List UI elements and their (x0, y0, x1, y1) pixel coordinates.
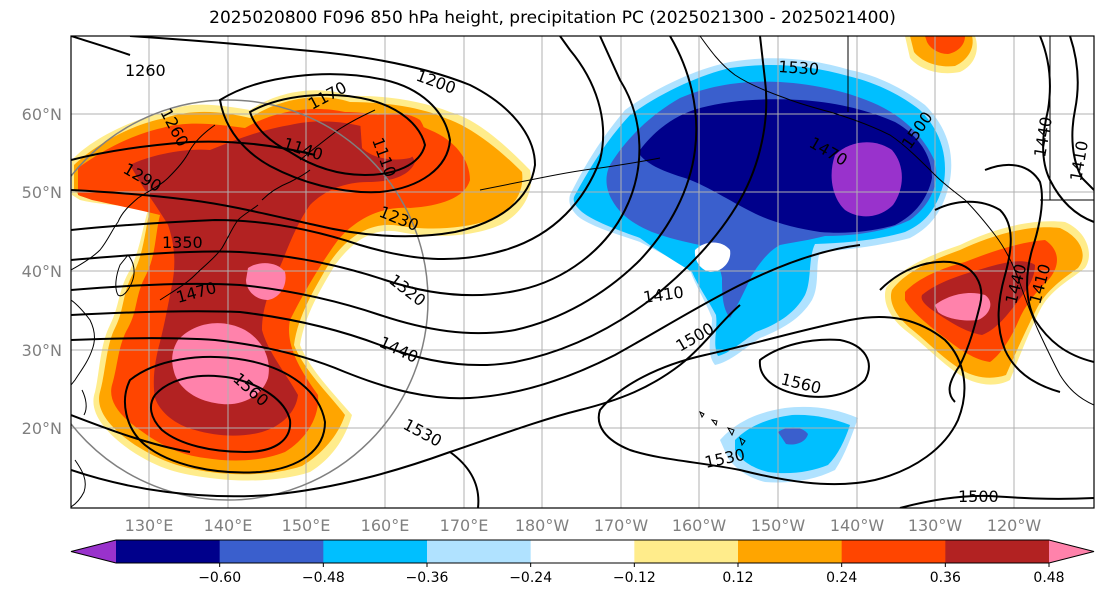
lon-label: 150°W (751, 516, 806, 535)
colorbar-outline (70, 539, 1095, 564)
colorbar-bin (219, 540, 324, 563)
lon-label: 180°W (515, 516, 570, 535)
precip-anomaly-hawaii-negative (720, 406, 858, 483)
colorbar-bin (427, 540, 532, 563)
precip-anomaly-northeast (905, 36, 977, 74)
precip-anomaly-north-pacific-negative (569, 58, 952, 366)
colorbar-tick-label: 0.12 (722, 570, 753, 586)
colorbar-tick-label: −0.48 (302, 570, 345, 586)
distance-ring (71, 99, 429, 501)
lon-label: 160°E (361, 516, 410, 535)
lon-label: 140°W (830, 516, 885, 535)
colorbar-tick-label: −0.24 (509, 570, 552, 586)
lat-label: 60°N (22, 105, 62, 124)
map-title: 2025020800 F096 850 hPa height, precipit… (209, 8, 896, 28)
lat-label: 50°N (22, 183, 62, 202)
lon-label: 150°E (282, 516, 331, 535)
colorbar-bin (323, 540, 428, 563)
colorbar-tick-label: −0.60 (198, 570, 241, 586)
colorbar-tick-label: 0.48 (1033, 570, 1064, 586)
lon-label: 170°W (594, 516, 649, 535)
colorbar-extend-high (1049, 540, 1094, 563)
colorbar-tick-label: −0.36 (406, 570, 449, 586)
lon-label: 160°W (672, 516, 727, 535)
contour-label: 1350 (162, 233, 203, 252)
lon-label: 140°E (204, 516, 253, 535)
lon-label: 120°W (987, 516, 1042, 535)
colorbar-tick-label: 0.24 (826, 570, 857, 586)
lat-label: 20°N (22, 419, 62, 438)
colorbar: −0.60 −0.48 −0.36 −0.24 −0.12 0.12 0.24 0.36 0.4… (70, 539, 1095, 586)
colorbar-bin (530, 540, 635, 563)
lat-label: 40°N (22, 262, 62, 281)
lon-label: 130°E (125, 516, 174, 535)
precip-anomaly-kamchatka (360, 113, 426, 160)
anomaly-fill-pink-north (246, 263, 286, 300)
colorbar-tick-label: −0.12 (613, 570, 656, 586)
latitude-labels: 60°N 50°N 40°N 30°N 20°N (22, 105, 62, 438)
precip-anomaly-west-pacific (72, 90, 531, 481)
colorbar-bin (945, 540, 1050, 563)
colorbar-bin (738, 540, 843, 563)
lat-label: 30°N (22, 341, 62, 360)
lon-label: 130°W (908, 516, 963, 535)
colorbar-extend-low (71, 540, 116, 563)
anomaly-fill-purple (831, 142, 902, 217)
colorbar-bin (634, 540, 739, 563)
map-frame (70, 35, 1095, 509)
contour-label: 1500 (958, 487, 999, 506)
colorbar-tick-label: 0.36 (930, 570, 961, 586)
colorbar-bin (116, 540, 221, 563)
contour-label: 1530 (778, 57, 820, 79)
height-contours (71, 36, 1094, 508)
longitude-labels: 130°E 140°E 150°E 160°E 170°E 180°W 170°… (125, 516, 1042, 535)
graticule (71, 36, 1094, 508)
colorbar-bin (841, 540, 946, 563)
lon-label: 170°E (440, 516, 489, 535)
contour-label: 1260 (125, 61, 166, 80)
